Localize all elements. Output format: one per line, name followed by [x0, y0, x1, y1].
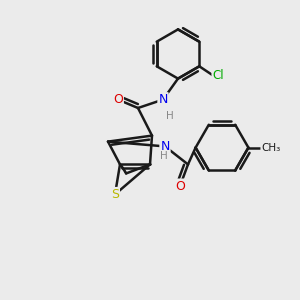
- Text: CH₃: CH₃: [261, 142, 280, 153]
- Text: S: S: [111, 188, 119, 201]
- Text: H: H: [160, 151, 167, 161]
- Text: N: N: [158, 93, 168, 106]
- Text: O: O: [175, 179, 185, 193]
- Text: N: N: [160, 140, 170, 153]
- Text: O: O: [113, 93, 123, 106]
- Text: H: H: [166, 111, 174, 122]
- Text: Cl: Cl: [212, 69, 224, 82]
